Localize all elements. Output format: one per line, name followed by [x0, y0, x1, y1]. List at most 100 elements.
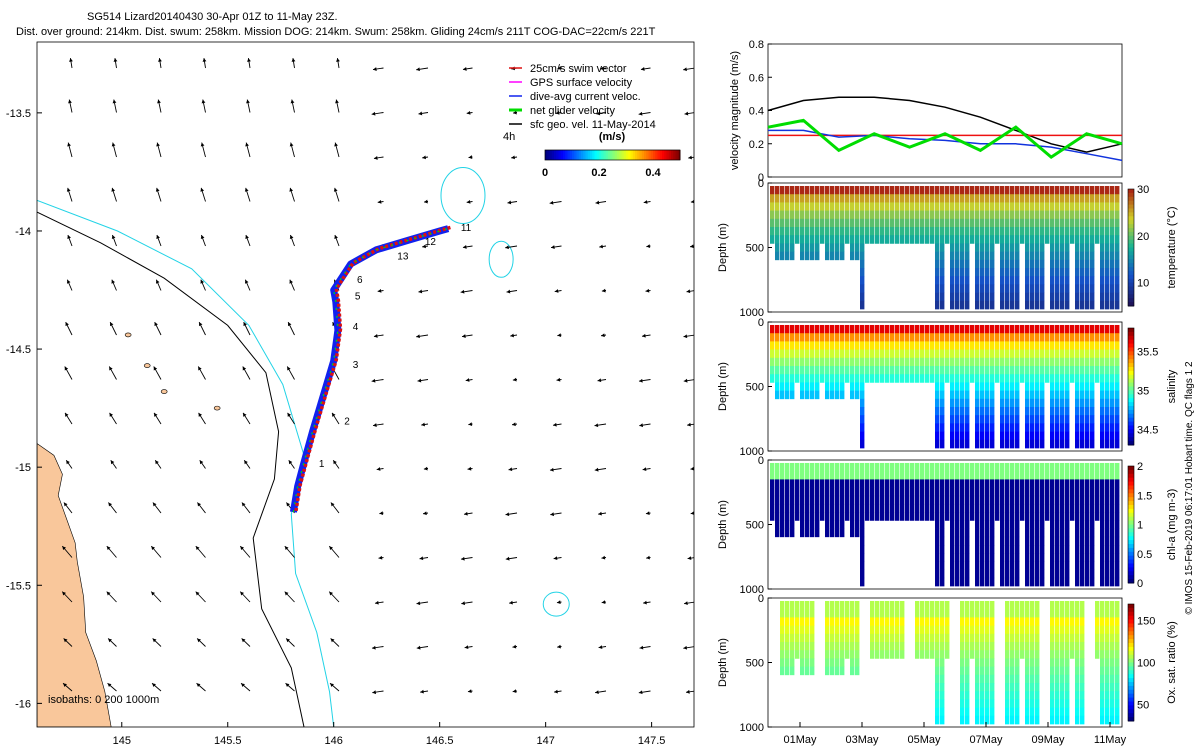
- section-cell: [790, 601, 795, 610]
- velocity-vector: [157, 99, 162, 113]
- section-cell: [1055, 210, 1060, 220]
- section-cell: [965, 691, 970, 700]
- section-cell: [895, 504, 900, 513]
- section-cell: [1015, 545, 1020, 554]
- section-cell: [805, 333, 810, 342]
- section-cell: [795, 512, 800, 521]
- section-cell: [840, 512, 845, 521]
- vector-head: [512, 422, 516, 427]
- section-cell: [1040, 439, 1045, 449]
- vector-head: [371, 645, 376, 650]
- vector-head: [688, 155, 692, 160]
- section-cell: [975, 577, 980, 587]
- section-cell: [935, 227, 940, 236]
- section-cell: [970, 341, 975, 350]
- section-colorbar-cell: [1128, 705, 1134, 710]
- velocity-vector: [554, 689, 562, 694]
- vector-head: [62, 591, 67, 596]
- colorbar-cell: [632, 150, 636, 160]
- velocity-vector: [244, 187, 251, 202]
- section-cell: [1060, 357, 1065, 367]
- section-cell: [890, 512, 895, 521]
- section-cell: [935, 390, 940, 400]
- section-cell: [1085, 569, 1090, 579]
- section-cell: [1025, 382, 1030, 391]
- section-cell: [1080, 407, 1085, 416]
- section-cell: [1050, 357, 1055, 367]
- section-cell: [1075, 374, 1080, 383]
- section-cell: [795, 463, 800, 472]
- colorbar-cell: [574, 150, 577, 160]
- section-cell: [940, 650, 945, 659]
- section-cell: [1110, 235, 1115, 244]
- section-cell: [835, 617, 840, 626]
- section-cell: [900, 374, 905, 383]
- section-cell: [985, 325, 990, 334]
- section-cell: [1000, 259, 1005, 269]
- section-cell: [880, 650, 885, 659]
- section-cell: [770, 366, 775, 375]
- section-cell: [795, 374, 800, 383]
- section-cell: [920, 617, 925, 626]
- velocity-vector: [510, 333, 518, 338]
- vector-head: [330, 683, 334, 688]
- section-cell: [1105, 642, 1110, 651]
- section-cell: [945, 650, 950, 659]
- section-cell: [880, 202, 885, 211]
- section-cell: [990, 251, 995, 261]
- section-cell: [1070, 512, 1075, 521]
- section-cell: [905, 471, 910, 480]
- section-cell: [900, 357, 905, 367]
- section-cell: [965, 202, 970, 211]
- section-cell: [955, 439, 960, 449]
- section-cell: [1100, 715, 1105, 725]
- section-cell: [780, 479, 785, 488]
- section-cell: [840, 366, 845, 375]
- section-cell: [1020, 633, 1025, 643]
- section-cell: [785, 471, 790, 480]
- section-cell: [1105, 715, 1110, 725]
- section-cell: [1060, 268, 1065, 277]
- section-cell: [1075, 366, 1080, 375]
- section-cell: [895, 357, 900, 367]
- section-cell: [1005, 390, 1010, 400]
- section-cell: [970, 227, 975, 236]
- section-cell: [980, 666, 985, 676]
- section-cell: [915, 366, 920, 375]
- section-cell: [1110, 194, 1115, 203]
- velocity-vector: [461, 601, 473, 606]
- section-cell: [1035, 243, 1040, 252]
- section-colorbar-frame: [1127, 327, 1135, 446]
- section-cell: [770, 186, 775, 195]
- section-cell: [1005, 545, 1010, 554]
- velocity-vector: [155, 279, 162, 291]
- section-cell: [1010, 210, 1015, 220]
- section-cell: [1065, 561, 1070, 570]
- section-cell: [935, 235, 940, 244]
- section-cell: [1095, 650, 1100, 659]
- section-cell: [865, 471, 870, 480]
- section-colorbar-tick-label: 34.5: [1137, 424, 1158, 436]
- section-cell: [1040, 243, 1045, 252]
- section-cell: [1105, 374, 1110, 383]
- section-cell: [1015, 210, 1020, 220]
- section-cell: [980, 504, 985, 513]
- section-cell: [1100, 186, 1105, 195]
- section-cell: [990, 495, 995, 505]
- section-cell: [1010, 268, 1015, 277]
- section-cell: [1025, 407, 1030, 416]
- section-cell: [1035, 666, 1040, 676]
- section-cell: [1075, 633, 1080, 643]
- vector-head: [111, 142, 116, 147]
- section-cell: [1040, 520, 1045, 529]
- section-cell: [1030, 561, 1035, 570]
- section-cell: [805, 617, 810, 626]
- vector-head: [601, 333, 605, 338]
- section-cell: [945, 194, 950, 203]
- section-cell: [905, 479, 910, 488]
- vector-head: [595, 690, 599, 695]
- section-cell: [860, 528, 865, 538]
- section-cell: [1070, 625, 1075, 635]
- section-cell: [1055, 642, 1060, 651]
- section-cell: [925, 194, 930, 203]
